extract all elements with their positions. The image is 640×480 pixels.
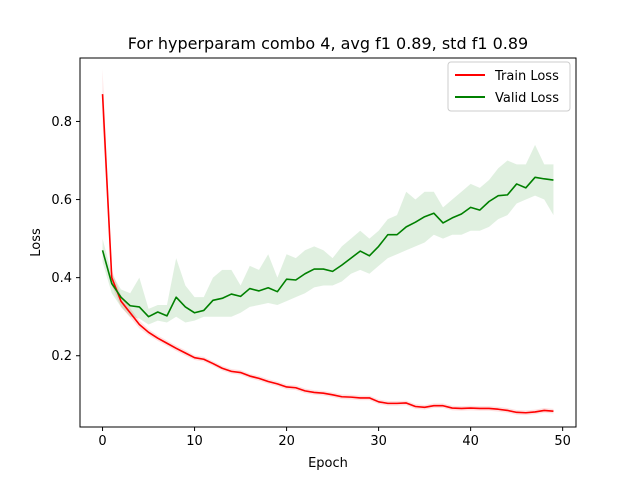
legend-label-train-loss: Train Loss bbox=[494, 69, 559, 84]
valid-loss-confidence-band bbox=[102, 144, 554, 325]
axis-ticks: 0 10 20 30 40 50 0.2 0.4 0.6 0.8 bbox=[51, 115, 571, 449]
axes-frame bbox=[79, 57, 577, 428]
chart-title: For hyperparam combo 4, avg f1 0.89, std… bbox=[128, 34, 528, 53]
legend-label-valid-loss: Valid Loss bbox=[495, 91, 559, 106]
y-tick-label: 0.2 bbox=[51, 349, 72, 364]
x-tick-label: 50 bbox=[554, 434, 571, 449]
y-tick-label: 0.4 bbox=[51, 271, 72, 286]
y-tick-label: 0.6 bbox=[51, 193, 72, 208]
train-loss-line bbox=[101, 94, 554, 414]
y-axis-label: Loss bbox=[29, 228, 44, 257]
valid-loss-line bbox=[101, 176, 554, 318]
x-tick-label: 10 bbox=[186, 434, 203, 449]
x-axis-label: Epoch bbox=[308, 456, 348, 471]
x-tick-label: 0 bbox=[98, 434, 106, 449]
x-tick-label: 20 bbox=[278, 434, 295, 449]
x-tick-label: 40 bbox=[462, 434, 479, 449]
x-tick-label: 30 bbox=[370, 434, 387, 449]
plot-area bbox=[101, 68, 554, 416]
legend: Train Loss Valid Loss bbox=[447, 61, 571, 112]
y-tick-label: 0.8 bbox=[51, 115, 72, 130]
